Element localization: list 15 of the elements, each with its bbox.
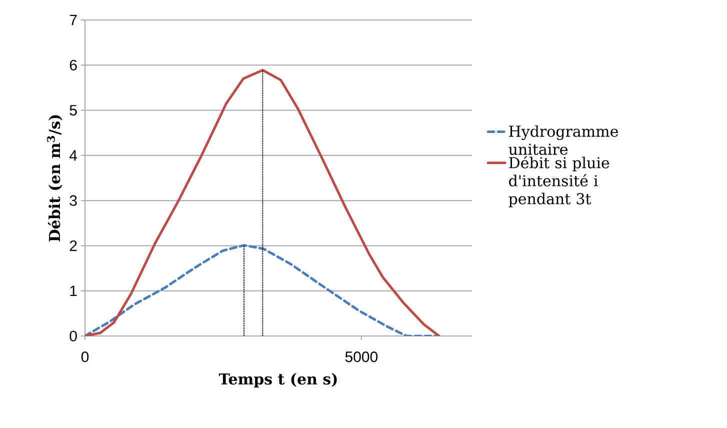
y-tick-label: 4 — [69, 150, 78, 161]
y-tick-label: 5 — [70, 105, 77, 116]
line-series — [85, 68, 440, 336]
y-tick-label: 1 — [70, 286, 77, 296]
x-axis-title: Temps t (en s) — [218, 372, 337, 388]
legend-label: Hydrogramme unitaire — [508, 125, 618, 155]
legend-label: Débit si pluie d'intensité i pendant 3t — [508, 156, 610, 208]
y-tick-label: 0 — [70, 330, 77, 342]
y-tick-label: 3 — [70, 195, 77, 206]
x-tick-label: 5000 — [345, 352, 378, 362]
y-tick-label: 6 — [70, 60, 77, 70]
line-series — [85, 244, 439, 336]
y-axis-title: Débit (en m$^{3}$/s) — [46, 115, 62, 242]
y-tick-label: 2 — [70, 240, 77, 251]
y-tick-label: 7 — [70, 14, 77, 26]
